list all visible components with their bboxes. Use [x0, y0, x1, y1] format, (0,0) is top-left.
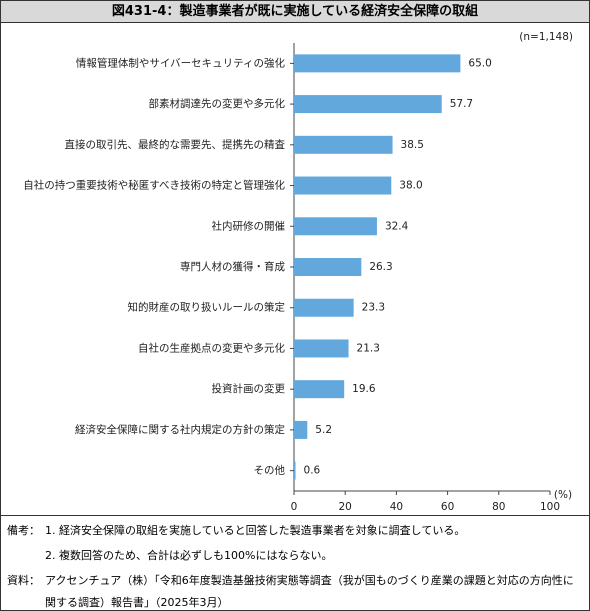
source-label: 資料： — [7, 574, 40, 587]
value-label: 57.7 — [450, 98, 473, 110]
source-row: 資料： アクセンチュア（株）「令和6年度製造基盤技術実態等調査（我が国ものづくり産… — [7, 568, 583, 610]
bar — [294, 135, 393, 154]
note-row: 備考： 1. 経済安全保障の取組を実施していると回答した製造事業者を対象に調査して… — [7, 518, 583, 543]
notes-label: 備考： — [7, 524, 40, 537]
value-label: 38.0 — [399, 180, 422, 192]
y-tick-label: 直接の取引先、最終的な需要先、提携先の精査 — [65, 138, 286, 151]
bar — [294, 258, 362, 276]
bar — [294, 95, 442, 114]
value-label: 23.3 — [362, 302, 385, 314]
x-tick-label: 60 — [441, 501, 454, 513]
y-tick-label: 経済安全保障に関する社内規定の方針の策定 — [75, 423, 285, 436]
bar — [294, 380, 345, 399]
bar — [294, 298, 354, 317]
y-tick-label: 知的財産の取り扱いルールの策定 — [128, 301, 286, 314]
y-tick-label: 投資計画の変更 — [212, 382, 286, 395]
spacer — [7, 543, 45, 568]
y-tick-label: 専門人材の獲得・育成 — [180, 260, 285, 273]
value-label: 32.4 — [385, 220, 409, 232]
x-tick-label: 40 — [390, 501, 403, 513]
x-tick-label: 100 — [540, 501, 560, 513]
y-tick-label: 自社の生産拠点の変更や多元化 — [138, 341, 285, 354]
chart-title: 図431-4：製造事業者が既に実施している経済安全保障の取組 — [1, 1, 589, 23]
note-row: 2. 複数回答のため、合計は必ずしも100%にはならない。 — [7, 543, 583, 568]
value-label: 65.0 — [468, 57, 491, 69]
y-tick-label: 自社の持つ重要技術や秘匿すべき技術の特定と管理強化 — [23, 179, 285, 192]
x-axis-label: (%) — [554, 489, 572, 501]
sample-note: (n=1,148) — [519, 31, 573, 43]
value-label: 26.3 — [369, 261, 392, 273]
x-tick-label: 0 — [291, 501, 298, 513]
y-tick-label: 情報管理体制やサイバーセキュリティの強化 — [76, 56, 286, 69]
value-label: 19.6 — [352, 383, 376, 395]
note: 2. 複数回答のため、合計は必ずしも100%にはならない。 — [45, 549, 333, 562]
note: 1. 経済安全保障の取組を実施していると回答した製造事業者を対象に調査している。 — [45, 524, 466, 537]
source: アクセンチュア（株）「令和6年度製造基盤技術実態等調査（我が国ものづくり産業の課… — [45, 574, 574, 609]
bar — [294, 54, 461, 73]
bar — [294, 461, 296, 480]
value-label: 0.6 — [304, 465, 321, 477]
chart: (n=1,148) (%) 0 20 40 60 80 100 情報管理体制やサイバーセキュ… — [23, 31, 573, 513]
bar — [294, 420, 308, 439]
bar — [294, 339, 349, 358]
x-tick-label: 80 — [492, 501, 505, 513]
y-tick-label: 部素材調達先の変更や多元化 — [149, 97, 286, 110]
value-label: 38.5 — [401, 139, 424, 151]
notes: 備考： 1. 経済安全保障の取組を実施していると回答した製造事業者を対象に調査して… — [1, 515, 589, 610]
value-label: 21.3 — [357, 342, 380, 354]
y-tick-label: その他 — [254, 464, 286, 477]
value-label: 5.2 — [315, 424, 332, 436]
bar — [294, 176, 392, 195]
x-tick-label: 20 — [339, 501, 352, 513]
bar — [294, 217, 377, 236]
y-tick-label: 社内研修の開催 — [212, 219, 286, 232]
